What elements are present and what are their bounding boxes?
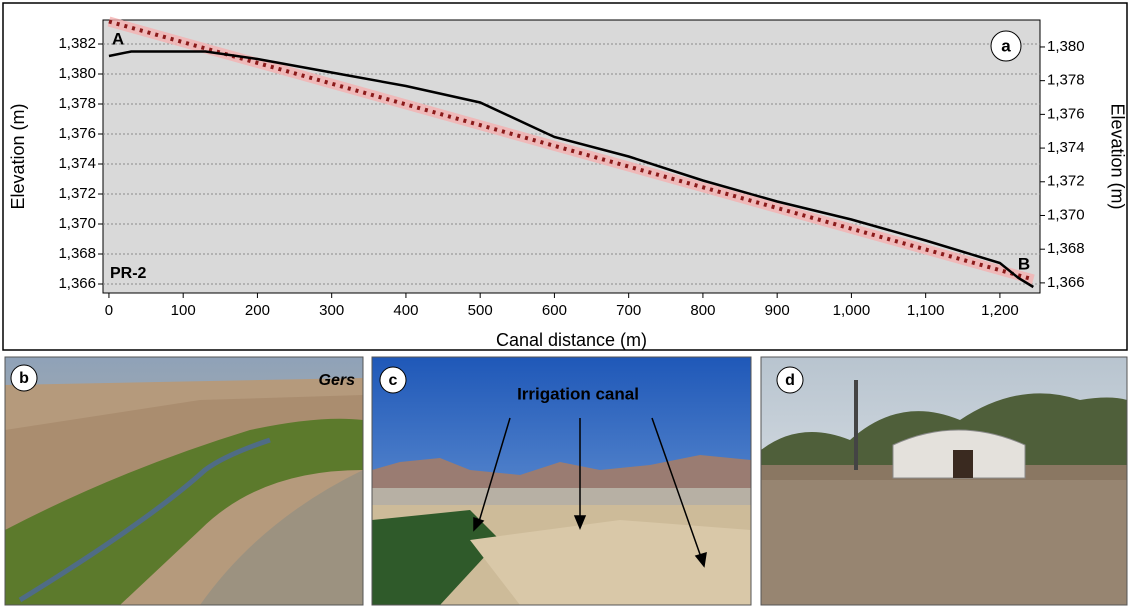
- y2-tick-label: 1,372: [1047, 173, 1085, 190]
- y-tick-label: 1,368: [58, 245, 96, 262]
- x-tick-label: 1,200: [981, 302, 1019, 319]
- profile-label: PR-2: [110, 265, 147, 282]
- panel-label: a: [1001, 36, 1011, 55]
- y-tick-label: 1,366: [58, 275, 96, 292]
- y2-tick-label: 1,374: [1047, 139, 1085, 156]
- photo-caption: Irrigation canal: [517, 384, 639, 403]
- x-axis-title: Canal distance (m): [496, 330, 647, 350]
- x-tick-label: 800: [690, 302, 715, 319]
- point-label: A: [112, 29, 124, 48]
- x-tick-label: 300: [319, 302, 344, 319]
- figure: 1,366 1,368 1,370 1,372 1,374 1,376 1,378 1,380…: [0, 0, 1130, 609]
- photo-c: c Irrigation canal: [372, 357, 751, 605]
- y2-tick-label: 1,380: [1047, 38, 1085, 55]
- photo-label: b: [19, 370, 29, 387]
- y2-axis-title: Elevation (m): [1107, 103, 1127, 209]
- photo-label: d: [785, 372, 795, 389]
- x-tick-label: 500: [468, 302, 493, 319]
- y-tick-label: 1,372: [58, 185, 96, 202]
- y-tick-label: 1,376: [58, 125, 96, 142]
- y-axis-title: Elevation (m): [8, 103, 28, 209]
- y-tick-label: 1,382: [58, 35, 96, 52]
- y2-tick-label: 1,366: [1047, 274, 1085, 291]
- x-tick-label: 900: [765, 302, 790, 319]
- x-tick-label: 200: [245, 302, 270, 319]
- x-tick-label: 0: [105, 302, 113, 319]
- photo-caption: Gers: [319, 372, 356, 389]
- x-tick-label: 1,000: [833, 302, 871, 319]
- photo-b: b Gers: [5, 357, 363, 605]
- x-tick-label: 600: [542, 302, 567, 319]
- x-tick-label: 100: [171, 302, 196, 319]
- y2-tick-label: 1,368: [1047, 240, 1085, 257]
- y-tick-label: 1,374: [58, 155, 96, 172]
- y2-tick-label: 1,370: [1047, 206, 1085, 223]
- x-tick-label: 700: [616, 302, 641, 319]
- y2-tick-label: 1,378: [1047, 72, 1085, 89]
- y-tick-label: 1,378: [58, 95, 96, 112]
- y-tick-label: 1,370: [58, 215, 96, 232]
- photo-label: c: [389, 372, 398, 389]
- y-tick-label: 1,380: [58, 65, 96, 82]
- x-tick-label: 400: [393, 302, 418, 319]
- x-tick-label: 1,100: [907, 302, 945, 319]
- photo-d: d: [761, 357, 1127, 605]
- y2-tick-label: 1,376: [1047, 105, 1085, 122]
- point-label: B: [1018, 254, 1030, 273]
